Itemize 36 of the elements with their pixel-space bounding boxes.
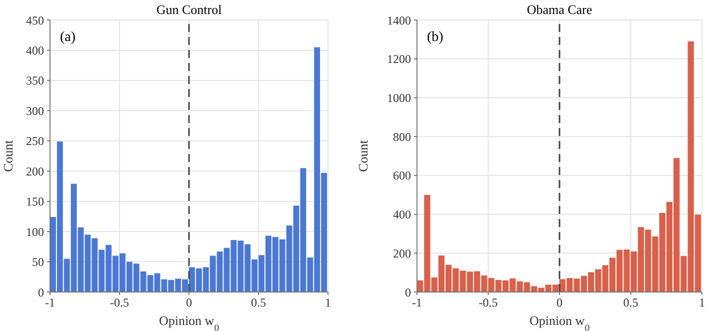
x-axis-title: Opinion w$_{0}$ <box>158 313 220 331</box>
x-tick-label: -0.5 <box>110 296 129 310</box>
y-tick-label: 250 <box>26 134 44 148</box>
y-tick-label: 300 <box>26 104 44 118</box>
chart-title: Gun Control <box>155 2 223 18</box>
x-tick-label: 0 <box>556 296 562 310</box>
x-tick-label: 0 <box>186 296 192 310</box>
x-tick-label: -0.5 <box>478 296 498 310</box>
y-tick-label: 0 <box>405 285 411 300</box>
y-tick-label: 1200 <box>387 52 411 66</box>
y-tick-label: 200 <box>393 246 411 260</box>
y-tick-label: 100 <box>26 224 44 239</box>
annotation: (b) <box>427 30 444 46</box>
y-axis-title: Count <box>0 140 16 172</box>
y-tick-label: 350 <box>26 74 44 88</box>
x-tick-label: -1 <box>412 296 422 310</box>
y-tick-label: 400 <box>26 43 44 58</box>
y-tick-label: 150 <box>26 194 44 209</box>
x-tick-label: 1 <box>699 296 705 310</box>
y-axis-title: Count <box>356 140 371 172</box>
chart-title: Obama Care <box>526 2 594 18</box>
y-tick-label: 200 <box>26 164 44 178</box>
y-tick-label: 50 <box>32 255 44 270</box>
y-tick-label: 1000 <box>387 90 411 105</box>
y-tick-label: 1400 <box>387 13 411 28</box>
x-axis-title: Opinion w$_{0}$ <box>529 313 590 331</box>
x-tick-label: 1 <box>325 296 331 310</box>
y-tick-label: 600 <box>393 168 411 183</box>
y-tick-label: 450 <box>26 13 44 28</box>
y-tick-label: 0 <box>38 285 44 300</box>
x-tick-label: 0.5 <box>623 296 638 310</box>
y-tick-label: 800 <box>393 130 411 144</box>
y-tick-label: 400 <box>393 208 411 222</box>
x-tick-label: 0.5 <box>251 296 266 310</box>
x-tick-label: -1 <box>45 296 55 310</box>
annotation: (a) <box>60 30 76 46</box>
